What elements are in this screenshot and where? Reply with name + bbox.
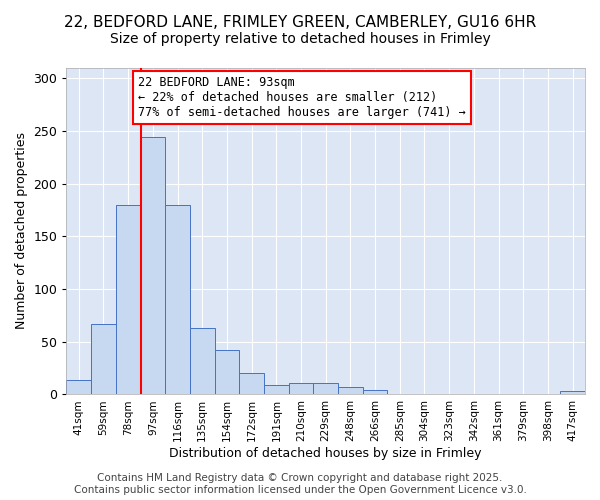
Bar xyxy=(264,385,289,394)
Bar xyxy=(165,204,190,394)
Bar xyxy=(190,328,215,394)
Bar xyxy=(116,204,140,394)
Text: 22, BEDFORD LANE, FRIMLEY GREEN, CAMBERLEY, GU16 6HR: 22, BEDFORD LANE, FRIMLEY GREEN, CAMBERL… xyxy=(64,15,536,30)
Bar xyxy=(67,380,91,394)
Bar xyxy=(363,390,388,394)
Y-axis label: Number of detached properties: Number of detached properties xyxy=(15,132,28,330)
Text: Size of property relative to detached houses in Frimley: Size of property relative to detached ho… xyxy=(110,32,490,46)
Bar xyxy=(560,392,585,394)
Bar xyxy=(313,383,338,394)
Bar xyxy=(239,374,264,394)
Bar xyxy=(338,387,363,394)
X-axis label: Distribution of detached houses by size in Frimley: Distribution of detached houses by size … xyxy=(169,447,482,460)
Bar xyxy=(91,324,116,394)
Bar xyxy=(289,383,313,394)
Text: Contains HM Land Registry data © Crown copyright and database right 2025.
Contai: Contains HM Land Registry data © Crown c… xyxy=(74,474,526,495)
Bar xyxy=(140,137,165,394)
Bar xyxy=(215,350,239,395)
Text: 22 BEDFORD LANE: 93sqm
← 22% of detached houses are smaller (212)
77% of semi-de: 22 BEDFORD LANE: 93sqm ← 22% of detached… xyxy=(138,76,466,119)
